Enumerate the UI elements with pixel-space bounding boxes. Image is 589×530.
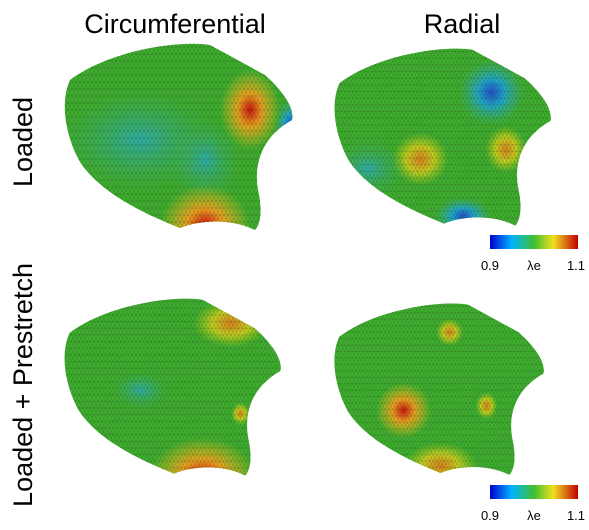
colorbar-max: 1.1 xyxy=(567,508,585,523)
column-header: Radial xyxy=(424,9,501,39)
colorbar-label: λe xyxy=(527,508,541,523)
row-label: Loaded + Prestretch xyxy=(8,263,38,507)
colorbar xyxy=(490,485,578,499)
column-header: Circumferential xyxy=(84,9,266,39)
colorbar-min: 0.9 xyxy=(481,258,499,273)
mesh-plot xyxy=(330,300,551,489)
colorbar-max: 1.1 xyxy=(567,258,585,273)
colorbar-label: λe xyxy=(527,258,541,273)
figure: Circumferential Radial Loaded Loaded + P… xyxy=(0,0,589,530)
mesh-plot xyxy=(330,45,558,235)
row-label: Loaded xyxy=(8,97,38,187)
colorbar xyxy=(490,235,578,249)
mesh-plot xyxy=(60,40,305,265)
colorbar-min: 0.9 xyxy=(481,508,499,523)
mesh-plot xyxy=(60,295,288,514)
